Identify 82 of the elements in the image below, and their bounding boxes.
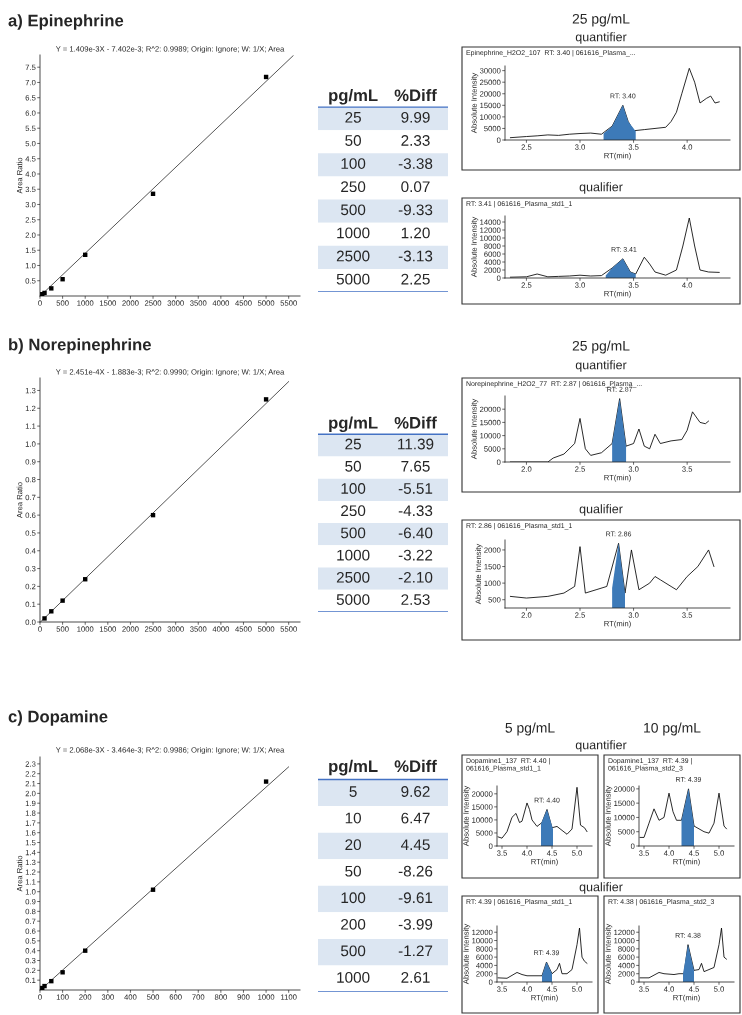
- text: -2.10: [398, 571, 433, 583]
- category-label: 500: [340, 204, 366, 216]
- text: 9.62: [401, 786, 430, 797]
- text: 2.53: [401, 594, 430, 605]
- category-label: 50: [345, 865, 361, 877]
- point: [263, 397, 269, 402]
- text: -3.38: [398, 158, 433, 169]
- text: -9.33: [398, 204, 433, 216]
- line-series: [639, 788, 727, 838]
- text: -5.51: [398, 483, 433, 494]
- category-label: 250: [341, 181, 366, 193]
- text: -9.61: [398, 892, 433, 904]
- text: pg/mL: [329, 759, 378, 776]
- category-label: 100: [341, 892, 366, 904]
- text: -6.40: [398, 527, 433, 539]
- chart-title: qualifier: [579, 504, 623, 516]
- category-label: 5000: [336, 594, 370, 605]
- text: pg/mL: [329, 88, 378, 105]
- text: 11.39: [398, 438, 434, 450]
- chart-title: quantifier: [575, 740, 627, 752]
- category-label: 25: [345, 111, 361, 123]
- line-series: [509, 542, 715, 599]
- text: %Diff: [394, 759, 437, 773]
- category-label: 50: [345, 460, 361, 472]
- category-label: 1000: [337, 972, 370, 983]
- text: 2.61: [401, 972, 430, 983]
- category-label: 500: [340, 945, 366, 957]
- line-series: [497, 786, 588, 839]
- category-label: 2500: [336, 571, 370, 583]
- text: 2.33: [401, 135, 430, 146]
- category-label: 200: [341, 918, 366, 930]
- category-label: 5: [349, 786, 357, 797]
- point: [49, 978, 54, 984]
- line-series: [509, 217, 720, 278]
- chart-title: qualifier: [579, 882, 623, 894]
- category-label: 100: [341, 158, 366, 169]
- text: 6.47: [401, 812, 430, 824]
- text: 9.99: [401, 111, 430, 123]
- line-series: [509, 67, 720, 139]
- category-label: 1000: [337, 227, 370, 239]
- chart-title: quantifier: [575, 360, 627, 372]
- text: 5 pg/mL: [505, 722, 555, 736]
- text: 25 pg/mL: [572, 340, 630, 354]
- text: %Diff: [394, 416, 437, 429]
- category-label: 500: [340, 527, 366, 539]
- text: 2.25: [401, 273, 430, 285]
- category-label: 10: [345, 812, 361, 824]
- text: -4.33: [398, 505, 433, 517]
- chart-title: qualifier: [579, 182, 623, 194]
- text: pg/mL: [329, 416, 378, 433]
- text: 10 pg/mL: [644, 722, 701, 736]
- chart-title: b) Norepinephrine: [9, 338, 151, 354]
- text: 1.20: [401, 227, 430, 239]
- point: [60, 277, 65, 282]
- text: -3.22: [398, 549, 433, 561]
- point: [83, 948, 88, 953]
- text: %Diff: [394, 88, 437, 102]
- category-label: 100: [341, 483, 366, 494]
- text: -8.26: [398, 865, 433, 877]
- category-label: 20: [345, 839, 361, 851]
- text: -3.13: [398, 250, 433, 262]
- line-series: [639, 927, 727, 979]
- chart-title: a) Epinephrine: [8, 14, 124, 30]
- text: -1.27: [398, 945, 433, 957]
- text: 25 pg/mL: [572, 13, 630, 27]
- category-label: 25: [345, 438, 361, 450]
- category-label: 50: [345, 135, 361, 146]
- text: 4.45: [400, 839, 430, 851]
- point: [60, 970, 65, 975]
- point: [60, 598, 65, 603]
- point: [263, 779, 269, 784]
- chart-title: c) Dopamine: [8, 710, 108, 726]
- text: 0.07: [401, 181, 430, 193]
- point: [49, 609, 54, 614]
- point: [49, 286, 54, 291]
- text: 7.65: [401, 460, 430, 472]
- chart-title: quantifier: [575, 32, 627, 44]
- category-label: 250: [341, 505, 366, 517]
- point: [42, 616, 47, 621]
- category-label: 1000: [337, 549, 370, 561]
- category-label: 2500: [336, 250, 370, 262]
- text: -3.99: [398, 918, 433, 930]
